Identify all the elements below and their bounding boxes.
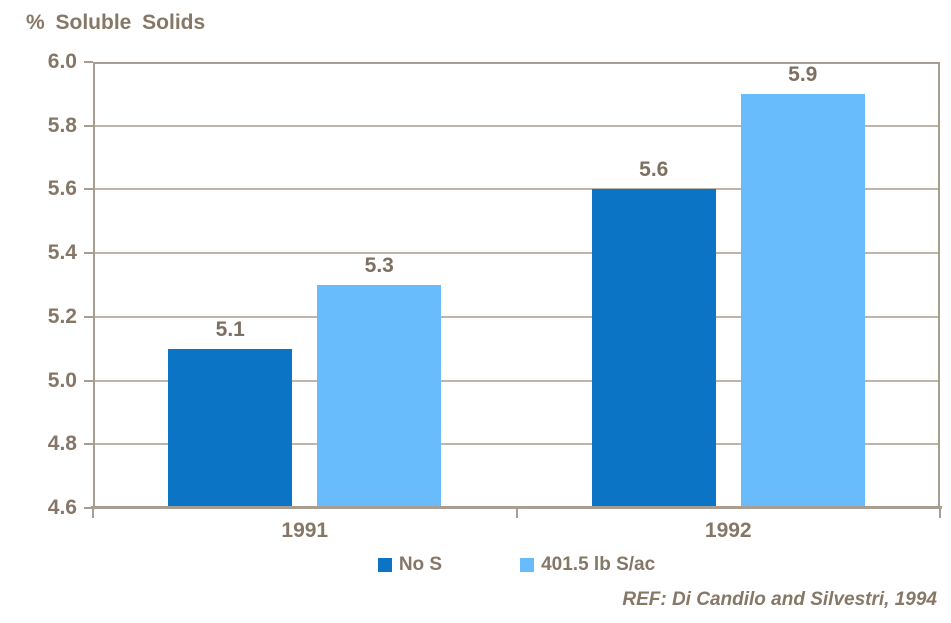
y-axis-tick (84, 124, 93, 127)
x-axis-tick (939, 509, 941, 518)
y-axis-label: 5.8 (47, 113, 77, 137)
bar-1991-401-5-lb-s-ac (317, 285, 442, 507)
x-axis-label-1991: 1991 (281, 519, 329, 542)
y-axis-tick (84, 443, 93, 446)
plot-area (93, 62, 940, 508)
y-axis-label: 5.4 (47, 241, 77, 265)
y-axis-label: 4.8 (47, 432, 77, 456)
gridline (93, 443, 940, 446)
y-axis-label: 5.2 (47, 304, 77, 328)
y-axis-tick (84, 507, 93, 509)
gridline (93, 124, 940, 127)
x-axis-tick (92, 509, 94, 518)
gridline (93, 252, 940, 255)
y-axis-label: 5.0 (47, 368, 77, 392)
y-axis-tick (84, 252, 93, 255)
y-axis-tick (84, 61, 93, 63)
x-axis-label-1992: 1992 (704, 519, 752, 542)
gridline (93, 379, 940, 382)
gridline (93, 315, 940, 318)
x-axis-line (91, 506, 942, 509)
legend: No S 401.5 lb S/ac (93, 551, 940, 579)
bar-value-label: 5.6 (639, 158, 669, 182)
bar-value-label: 5.3 (364, 254, 394, 277)
legend-label: No S (398, 554, 443, 575)
legend-item-401-5-lb-s-ac: 401.5 lb S/ac (520, 554, 655, 576)
bar-value-label: 5.1 (215, 317, 245, 341)
legend-item-no-s: No S (377, 554, 443, 576)
y-axis-label: 4.6 (47, 496, 77, 519)
reference-note: REF: Di Candilo and Silvestri, 1994 (622, 589, 937, 610)
y-axis-tick (84, 315, 93, 318)
legend-label: 401.5 lb S/ac (541, 554, 656, 575)
y-axis-label: 5.6 (47, 177, 77, 201)
bar-1992-no-s (591, 189, 716, 507)
bar-value-label: 5.9 (788, 62, 818, 86)
gridline (93, 188, 940, 191)
legend-swatch-icon (377, 558, 392, 572)
legend-swatch-icon (520, 558, 535, 572)
bar-1991-no-s (168, 348, 293, 507)
x-axis-tick (515, 509, 518, 518)
y-axis-label: 6.0 (47, 50, 77, 73)
chart-title: % Soluble Solids (26, 11, 206, 34)
bar-1992-401-5-lb-s-ac (740, 93, 865, 507)
y-axis-tick (84, 379, 93, 382)
y-axis-tick (84, 188, 93, 191)
